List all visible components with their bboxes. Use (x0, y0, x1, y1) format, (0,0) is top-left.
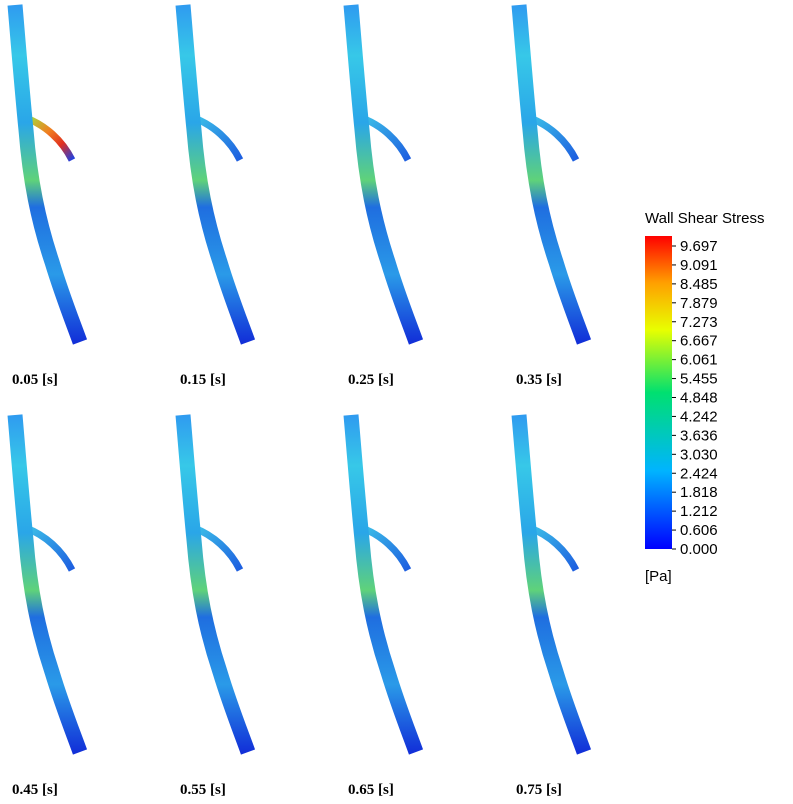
colorbar-tick-label: 8.485 (680, 276, 718, 293)
panel: 0.65 [s] (348, 415, 416, 798)
colorbar-tick-label: 5.455 (680, 371, 718, 388)
colorbar-tick-label: 9.697 (680, 238, 718, 255)
panel: 0.25 [s] (348, 5, 416, 388)
panel: 0.55 [s] (180, 415, 248, 798)
colorbar-title: Wall Shear Stress (645, 210, 764, 227)
colorbar-tick-label: 1.818 (680, 484, 718, 501)
colorbar-tick-label: 2.424 (680, 465, 718, 482)
time-label: 0.65 [s] (348, 782, 394, 798)
panel: 0.05 [s] (12, 5, 80, 388)
panel: 0.45 [s] (12, 415, 80, 798)
main-vessel (183, 415, 248, 752)
main-vessel (351, 5, 416, 342)
main-vessel (15, 5, 80, 342)
main-vessel (519, 415, 584, 752)
panels: 0.05 [s] 0.15 [s] 0.25 [s] 0.35 [s] 0.45 [s]… (12, 5, 584, 798)
panel: 0.75 [s] (516, 415, 584, 798)
time-label: 0.75 [s] (516, 782, 562, 798)
colorbar-tick-label: 1.212 (680, 503, 718, 520)
colorbar-tick-label: 9.091 (680, 257, 718, 274)
colorbar-gradient (645, 236, 672, 549)
colorbar-tick-label: 4.242 (680, 408, 718, 425)
colorbar-tick-label: 3.636 (680, 427, 718, 444)
colorbar-tick-label: 0.606 (680, 522, 718, 539)
colorbar-tick-label: 6.667 (680, 333, 718, 350)
colorbar-unit: [Pa] (645, 568, 672, 585)
time-label: 0.45 [s] (12, 782, 58, 798)
main-vessel (183, 5, 248, 342)
colorbar-ticks: 9.697 9.091 8.485 7.879 7.273 6.667 6.061 5.455… (672, 238, 718, 558)
colorbar: Wall Shear Stress 9.697 9.091 8.485 7.879 7.… (645, 210, 764, 585)
colorbar-tick-label: 4.848 (680, 390, 718, 407)
main-vessel (351, 415, 416, 752)
main-vessel (519, 5, 584, 342)
time-label: 0.35 [s] (516, 372, 562, 388)
colorbar-tick-label: 6.061 (680, 352, 718, 369)
panel: 0.15 [s] (180, 5, 248, 388)
panel: 0.35 [s] (516, 5, 584, 388)
colorbar-tick-label: 3.030 (680, 446, 718, 463)
time-label: 0.55 [s] (180, 782, 226, 798)
colorbar-tick-label: 7.273 (680, 314, 718, 331)
main-vessel (15, 415, 80, 752)
colorbar-tick-label: 0.000 (680, 541, 718, 558)
colorbar-tick-label: 7.879 (680, 295, 718, 312)
time-label: 0.05 [s] (12, 372, 58, 388)
time-label: 0.25 [s] (348, 372, 394, 388)
time-label: 0.15 [s] (180, 372, 226, 388)
